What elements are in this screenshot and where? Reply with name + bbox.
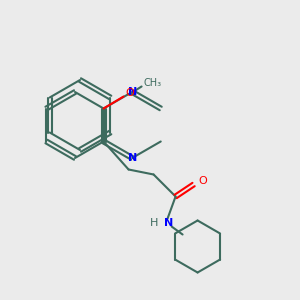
Text: O: O — [199, 176, 207, 187]
Text: N: N — [164, 218, 173, 229]
Text: N: N — [128, 87, 137, 97]
Text: N: N — [128, 153, 137, 163]
Text: CH₃: CH₃ — [144, 79, 162, 88]
Text: O: O — [126, 88, 134, 98]
Text: H: H — [149, 218, 158, 229]
